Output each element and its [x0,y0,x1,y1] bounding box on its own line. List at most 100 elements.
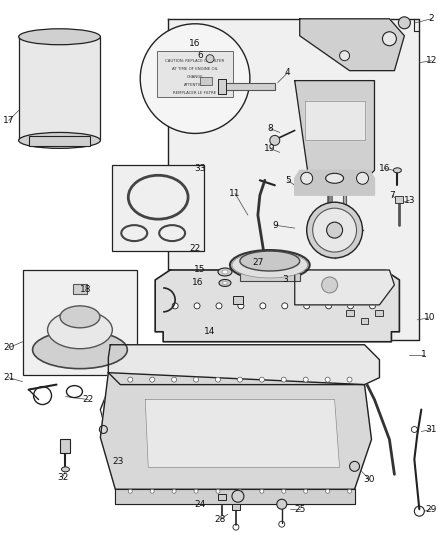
Circle shape [348,489,352,493]
Circle shape [194,377,198,382]
Ellipse shape [19,132,100,148]
Circle shape [325,377,330,382]
Text: ATTENTION:: ATTENTION: [184,83,207,86]
Circle shape [348,303,353,309]
Circle shape [150,489,154,493]
Text: 9: 9 [272,221,278,230]
Circle shape [304,303,310,309]
Circle shape [339,51,350,61]
Polygon shape [100,373,371,489]
Circle shape [238,303,244,309]
Bar [112,165,204,251]
Text: 23: 23 [113,457,124,466]
Text: 8: 8 [267,124,273,133]
Circle shape [270,135,280,146]
Circle shape [260,489,264,493]
Text: 31: 31 [426,425,437,434]
Circle shape [194,489,198,493]
Text: 7: 7 [389,191,395,200]
Circle shape [370,303,375,309]
Text: AT TIME OF ENGINE OIL: AT TIME OF ENGINE OIL [172,67,218,71]
Bar [73,284,87,294]
Bar [375,310,383,316]
Circle shape [382,32,396,46]
Ellipse shape [240,251,300,271]
Polygon shape [145,400,339,467]
Ellipse shape [230,250,310,280]
Ellipse shape [218,268,232,276]
Text: 33: 33 [194,164,206,173]
Polygon shape [295,171,374,195]
Ellipse shape [232,252,307,278]
Ellipse shape [61,467,70,472]
Bar [28,136,90,147]
Polygon shape [155,270,399,342]
Ellipse shape [223,281,227,285]
Text: 16: 16 [379,164,390,173]
Text: 16: 16 [189,39,201,48]
Text: 17: 17 [3,116,14,125]
Text: 6: 6 [197,51,203,60]
Circle shape [282,303,288,309]
Circle shape [216,489,220,493]
Circle shape [281,377,286,382]
Text: 2: 2 [428,14,434,23]
Bar [220,83,275,90]
Bar [232,504,240,510]
FancyBboxPatch shape [19,37,100,140]
Polygon shape [300,19,404,71]
Bar [233,296,243,304]
Ellipse shape [325,173,343,183]
Text: 5: 5 [285,176,291,185]
Bar [23,270,137,375]
Circle shape [206,55,214,63]
Bar [218,494,226,500]
Circle shape [140,24,250,133]
Bar [218,78,226,94]
Text: 32: 32 [57,473,68,482]
Polygon shape [115,489,354,504]
Bar [360,318,368,324]
Bar [240,273,300,281]
Circle shape [277,499,287,509]
Polygon shape [295,80,374,185]
Circle shape [128,489,132,493]
Ellipse shape [48,311,112,349]
Ellipse shape [222,270,228,274]
Circle shape [259,377,265,382]
Text: 22: 22 [83,395,94,404]
Circle shape [215,377,220,382]
Ellipse shape [219,279,231,286]
Ellipse shape [60,306,100,328]
Circle shape [325,489,330,493]
Text: CAUTION: REPLACE OIL FILTER: CAUTION: REPLACE OIL FILTER [166,59,225,63]
Text: 18: 18 [80,286,91,294]
Bar [396,196,403,203]
Text: 29: 29 [426,505,437,514]
Circle shape [303,377,308,382]
Circle shape [238,489,242,493]
Circle shape [327,222,343,238]
Bar [60,439,71,454]
Polygon shape [295,270,394,305]
Text: 1: 1 [421,350,427,359]
Circle shape [325,303,332,309]
Circle shape [313,208,357,252]
Circle shape [237,377,242,382]
Text: CHANGE: CHANGE [187,75,203,79]
Circle shape [301,172,313,184]
Circle shape [194,303,200,309]
Text: 28: 28 [214,515,226,524]
Circle shape [282,489,286,493]
Circle shape [399,17,410,29]
Text: 20: 20 [3,343,14,352]
Circle shape [347,377,352,382]
Ellipse shape [393,168,401,173]
Polygon shape [108,345,379,385]
Circle shape [128,377,133,382]
Ellipse shape [32,331,127,369]
Circle shape [307,202,363,258]
Ellipse shape [19,29,100,45]
Circle shape [172,303,178,309]
Circle shape [172,489,176,493]
